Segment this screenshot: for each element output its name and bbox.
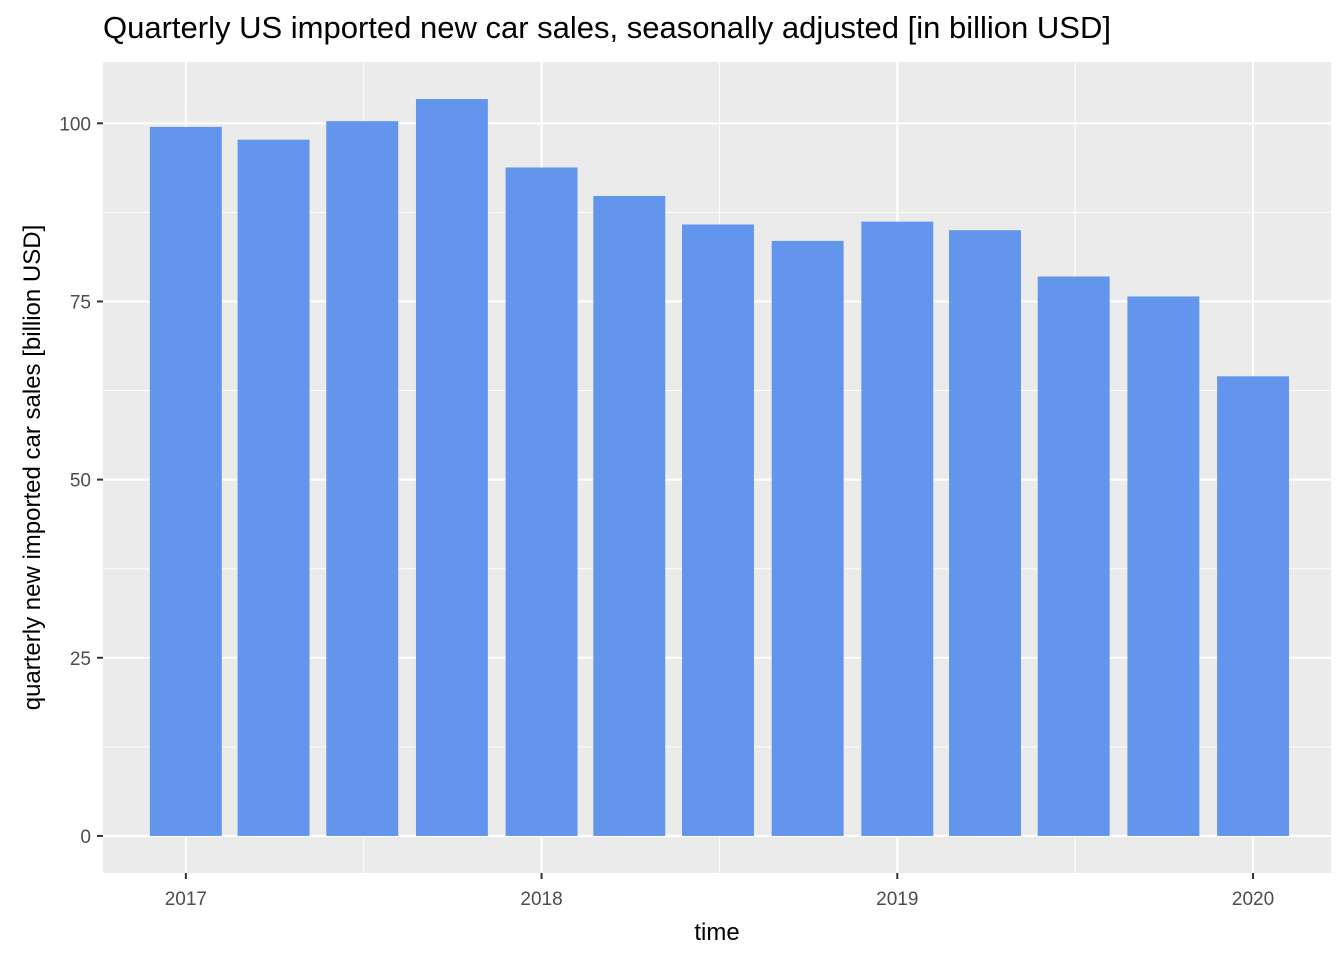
y-tick-label: 25 — [70, 649, 91, 670]
bar-2019-01 — [861, 221, 934, 836]
bar-2018-04 — [593, 195, 666, 836]
bar-2017-01 — [149, 126, 222, 836]
y-tick-label: 0 — [80, 827, 91, 848]
y-tick-label: 75 — [70, 292, 91, 313]
bar-2019-10 — [1127, 296, 1200, 836]
bar-2017-04 — [237, 139, 310, 836]
y-tick-label: 100 — [59, 114, 91, 135]
x-axis-label: time — [694, 919, 739, 946]
x-tick-label: 2018 — [520, 889, 562, 910]
bar-2019-04 — [949, 230, 1021, 836]
bar-2018-10 — [771, 240, 844, 836]
bar-2020-01 — [1217, 376, 1289, 836]
bar-2017-07 — [326, 121, 399, 836]
bars — [149, 99, 1289, 836]
x-tick-label: 2017 — [165, 889, 207, 910]
y-axis: 0 25 50 75 100 — [59, 114, 103, 848]
bar-2019-07 — [1037, 276, 1110, 836]
x-tick-label: 2020 — [1232, 889, 1274, 910]
bar-2018-01 — [505, 167, 578, 836]
bar-2017-10 — [415, 99, 488, 836]
x-tick-label: 2019 — [876, 889, 918, 910]
x-axis: 2017 2018 2019 2020 — [165, 873, 1274, 910]
y-axis-label: quarterly new imported car sales [billio… — [19, 225, 46, 711]
bar-2018-07 — [682, 224, 754, 836]
y-tick-label: 50 — [70, 471, 91, 492]
chart-title: Quarterly US imported new car sales, sea… — [103, 10, 1111, 45]
